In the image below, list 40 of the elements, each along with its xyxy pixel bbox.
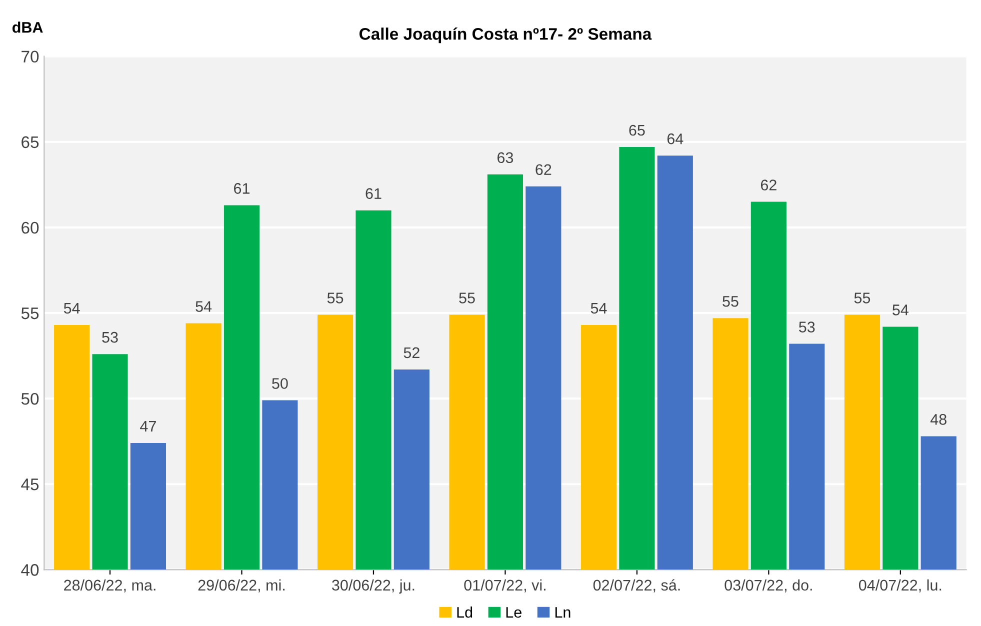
- y-tick-label: 70: [22, 50, 39, 63]
- data-label: 63: [497, 152, 514, 164]
- data-label: 55: [854, 292, 870, 304]
- data-label: 54: [590, 302, 607, 314]
- legend-label: Ln: [555, 607, 570, 618]
- y-tick-label: 60: [22, 222, 39, 234]
- data-label: 50: [272, 378, 288, 389]
- data-label: 54: [64, 302, 80, 314]
- x-tick-label: 29/06/22, mi.: [198, 579, 285, 592]
- data-label: 47: [140, 421, 156, 432]
- data-label: 55: [722, 296, 738, 307]
- data-label: 54: [892, 304, 908, 316]
- data-label: 54: [196, 301, 212, 312]
- legend-label: Ld: [457, 606, 472, 618]
- x-tick-label: 04/07/22, lu.: [858, 579, 942, 592]
- x-tick-label: 30/06/22, ju.: [332, 579, 414, 594]
- y-tick-label: 40: [21, 564, 39, 576]
- x-tick-label: 28/06/22, ma.: [64, 579, 156, 592]
- data-label: 64: [667, 133, 684, 144]
- y-axis-title: dBA: [12, 22, 43, 33]
- y-tick-label: 65: [22, 136, 39, 148]
- legend-label: Le: [506, 607, 522, 618]
- data-label: 65: [629, 124, 645, 136]
- data-label: 55: [327, 292, 344, 304]
- data-label: 61: [366, 188, 382, 199]
- x-tick-label: 01/07/22, vi.: [464, 579, 546, 592]
- x-tick-label: 03/07/22, do.: [724, 579, 812, 592]
- data-label: 52: [404, 347, 420, 358]
- data-label: 53: [102, 332, 118, 343]
- y-tick-label: 45: [21, 478, 39, 490]
- chart-title: Calle Joaquín Costa nº17- 2º Semana: [360, 27, 652, 44]
- data-label: 53: [799, 322, 815, 332]
- x-tick-label: 02/07/22, sá.: [593, 579, 680, 592]
- y-tick-label: 55: [21, 308, 39, 320]
- data-label: 61: [234, 183, 250, 194]
- data-label: 48: [930, 414, 946, 425]
- data-label: 62: [760, 180, 776, 190]
- y-tick-label: 50: [21, 392, 39, 405]
- data-label: 62: [536, 164, 552, 176]
- data-label: 55: [459, 292, 475, 304]
